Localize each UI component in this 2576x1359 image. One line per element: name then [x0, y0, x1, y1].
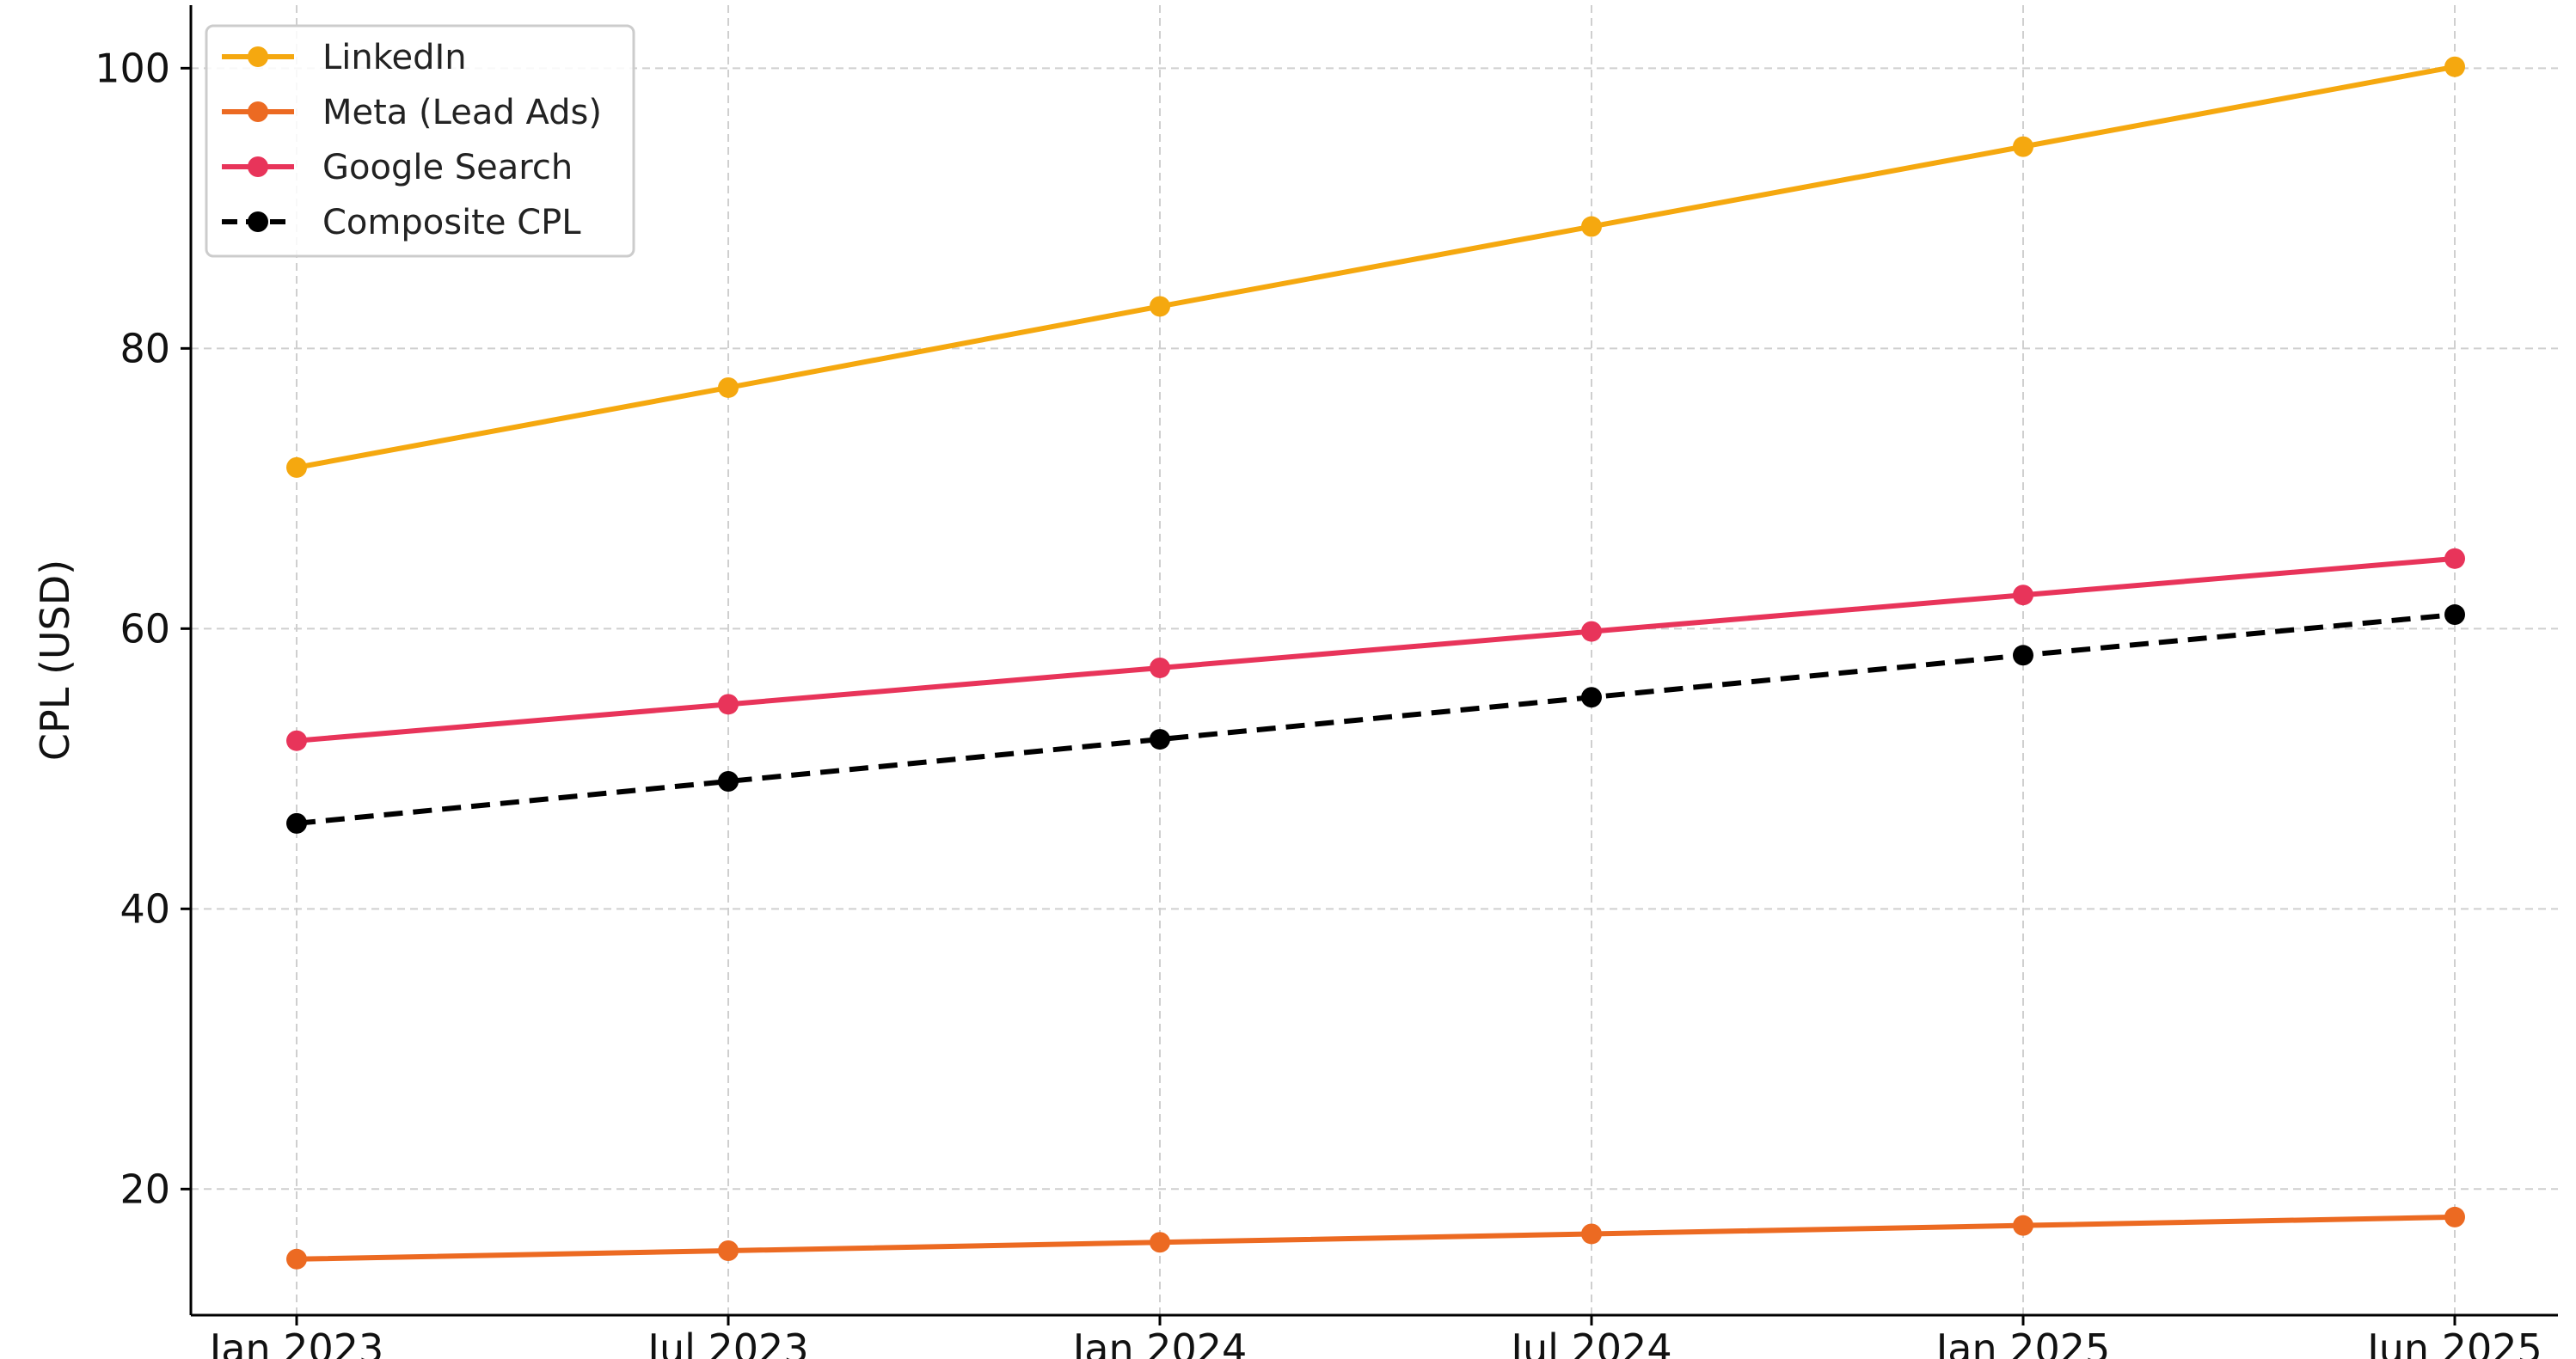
y-tick-label: 20 [120, 1166, 170, 1212]
data-point [2444, 548, 2465, 569]
legend-item: Composite CPL [222, 203, 581, 242]
legend: LinkedIn Meta (Lead Ads) Google Search Comp… [205, 24, 635, 258]
series-meta-lead-ads [286, 1206, 2465, 1270]
legend-label: Meta (Lead Ads) [322, 93, 602, 132]
data-point [1150, 1232, 1170, 1253]
data-point [2013, 585, 2033, 606]
data-point [2013, 136, 2033, 157]
data-point [1581, 687, 1602, 708]
data-point [286, 1248, 307, 1270]
data-point [2013, 1215, 2033, 1236]
legend-label: Composite CPL [322, 203, 581, 242]
y-tick-label: 60 [120, 605, 170, 652]
data-point [718, 694, 739, 715]
x-tick-label: Jan 2024 [1070, 1325, 1248, 1359]
y-tick-label: 80 [120, 325, 170, 371]
legend-swatch-marker [248, 211, 268, 232]
series-google-search [286, 548, 2465, 751]
series-line-google-search [296, 555, 2456, 744]
legend-swatch-marker [248, 156, 268, 177]
series-line-composite-cpl [296, 612, 2456, 826]
data-point [286, 730, 307, 751]
x-tick-label: Jan 2023 [207, 1325, 384, 1359]
legend-swatch-marker [248, 46, 268, 67]
data-point [1581, 621, 1602, 642]
x-tick-label: Jun 2025 [2364, 1325, 2542, 1359]
data-point [1581, 1223, 1602, 1245]
series-line-meta-lead-ads [296, 1214, 2456, 1262]
data-point [718, 770, 739, 792]
data-point [2013, 645, 2033, 666]
data-point [2444, 56, 2465, 77]
legend-label: LinkedIn [322, 38, 467, 77]
tick-labels: 20 40 60 80 100 Jan 2023 Jul 2023 Jan 2024 Jul 2… [95, 45, 2542, 1359]
legend-swatch-marker [248, 101, 268, 122]
series-line-linkedin [296, 64, 2456, 470]
legend-box [205, 24, 635, 258]
legend-item: LinkedIn [222, 38, 467, 77]
data-point [1150, 657, 1170, 678]
data-point [718, 376, 739, 398]
data-point [286, 812, 307, 834]
y-tick-label: 40 [120, 885, 170, 932]
legend-label: Google Search [322, 148, 573, 187]
y-tick-label: 100 [95, 45, 170, 91]
axes [189, 5, 2558, 1317]
x-tick-label: Jan 2025 [1934, 1325, 2111, 1359]
x-tick-label: Jul 2023 [645, 1325, 808, 1359]
data-point [2444, 1206, 2465, 1227]
series-composite-cpl [286, 604, 2465, 834]
data-point [718, 1240, 739, 1262]
legend-item: Google Search [222, 148, 573, 187]
data-point [286, 456, 307, 478]
x-tick-label: Jul 2024 [1508, 1325, 1671, 1359]
data-point [1581, 216, 1602, 237]
series-lines [286, 56, 2465, 1270]
series-linkedin [286, 56, 2465, 478]
y-axis-label: CPL (USD) [32, 560, 78, 761]
data-point [1150, 296, 1170, 317]
legend-item: Meta (Lead Ads) [222, 93, 602, 132]
data-point [2444, 604, 2465, 626]
data-point [1150, 729, 1170, 750]
